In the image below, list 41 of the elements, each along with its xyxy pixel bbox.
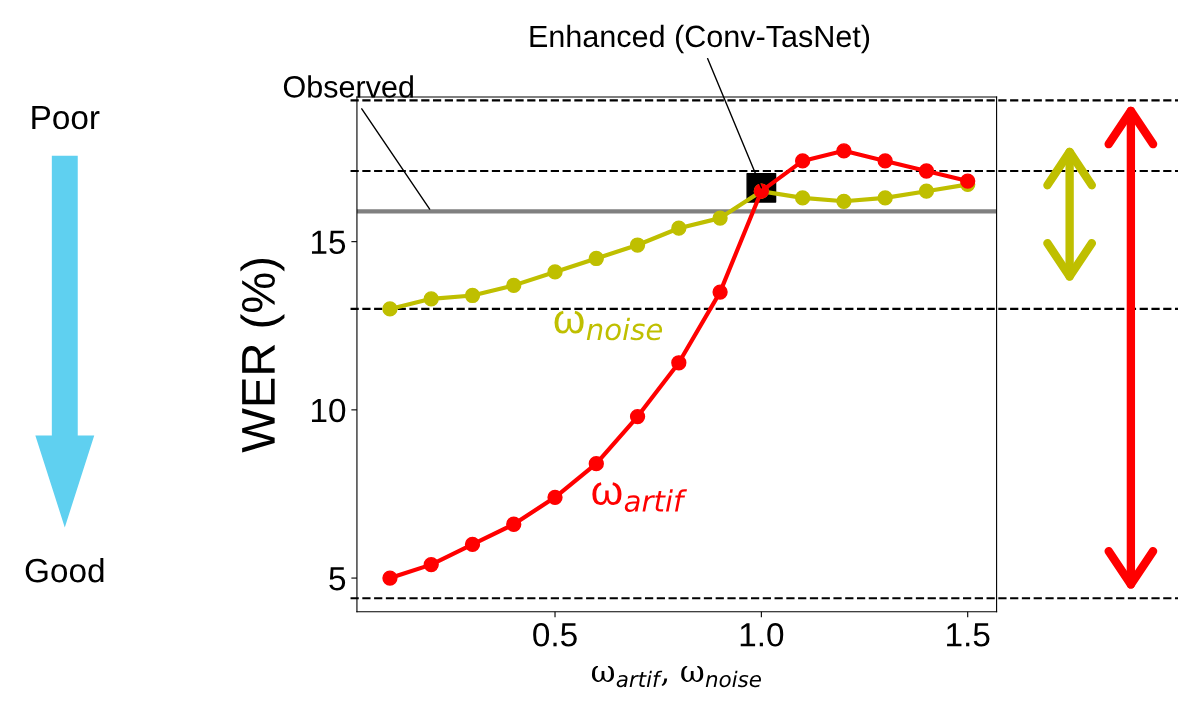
point <box>423 556 439 573</box>
point <box>960 173 976 189</box>
y-tick-label: 10 <box>311 398 346 423</box>
point <box>712 210 728 226</box>
x-axis-title: ω$_{artif}$, ω$_{noise}$ <box>591 666 761 688</box>
point <box>671 220 687 236</box>
point <box>464 287 481 304</box>
point <box>712 284 728 300</box>
annotation: Enhanced (Conv-TasNet) <box>530 24 870 54</box>
point <box>423 291 439 307</box>
y-tick-label: 5 <box>329 567 346 591</box>
point <box>877 190 893 206</box>
point <box>588 456 604 472</box>
point <box>918 183 935 199</box>
x-tick-label: 1.5 <box>947 623 990 647</box>
point <box>506 277 522 294</box>
point <box>506 516 522 532</box>
point <box>794 153 811 169</box>
x-tick-label: 1.0 <box>740 623 784 647</box>
ref-line-label: Observed <box>283 75 413 98</box>
point <box>836 143 852 159</box>
series-label: ω$_{artif}$ <box>592 482 687 512</box>
text: Poor <box>32 106 100 130</box>
point <box>547 489 563 505</box>
point <box>877 153 893 169</box>
point <box>382 301 398 317</box>
text: Good <box>25 557 104 583</box>
point <box>671 355 687 371</box>
point <box>464 536 481 553</box>
series-label: ω$_{noise}$ <box>554 310 663 341</box>
point <box>836 193 852 209</box>
point <box>629 237 646 253</box>
point <box>794 190 811 206</box>
point <box>918 163 935 179</box>
point <box>547 264 563 280</box>
y-axis-title: WER (%) <box>240 258 285 453</box>
point <box>629 408 646 425</box>
y-tick-label: 15 <box>311 230 346 255</box>
point <box>588 250 604 267</box>
point <box>382 570 398 586</box>
x-tick-label: 0.5 <box>533 623 577 647</box>
